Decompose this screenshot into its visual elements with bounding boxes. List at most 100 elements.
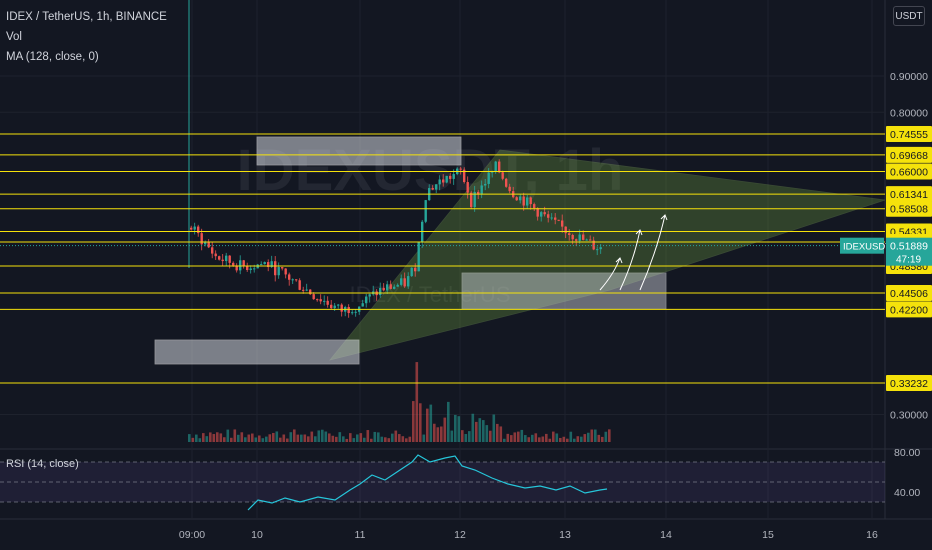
volume-bar	[450, 430, 454, 442]
candle-body	[575, 239, 578, 241]
volume-bar	[237, 434, 240, 442]
symbol-title[interactable]: IDEX / TetherUS, 1h, BINANCE	[6, 11, 167, 23]
volume-bar	[391, 433, 394, 442]
volume-bar	[230, 437, 233, 442]
candle-body	[249, 268, 252, 271]
currency-button[interactable]: USDT	[893, 6, 925, 26]
volume-legend[interactable]: Vol	[6, 31, 22, 43]
volume-bar	[226, 429, 230, 442]
volume-bar	[468, 431, 471, 442]
candle-body	[204, 242, 207, 245]
candle-body	[431, 188, 434, 190]
volume-bar	[527, 437, 531, 442]
candle-body	[424, 200, 427, 222]
candle-body	[379, 287, 382, 296]
candle-body	[368, 294, 371, 297]
volume-bar	[429, 404, 433, 442]
candle-body	[326, 300, 329, 305]
volume-bar	[275, 431, 279, 442]
level-label-bg	[886, 200, 932, 217]
volume-bar	[552, 431, 555, 442]
volume-bar	[261, 438, 265, 442]
candle-body	[354, 311, 357, 313]
volume-bar	[293, 429, 296, 442]
candle-body	[386, 284, 389, 291]
volume-bar	[349, 433, 352, 442]
level-label-bg	[886, 284, 932, 301]
candle-body	[480, 185, 483, 195]
candle-body	[400, 278, 403, 285]
volume-bar	[265, 436, 268, 442]
candle-body	[522, 196, 525, 206]
countdown-label: 47:19	[896, 255, 921, 266]
candle-body	[295, 279, 298, 281]
candle-body	[351, 312, 354, 314]
volume-bar	[475, 421, 478, 442]
candle-body	[305, 289, 308, 291]
volume-bar	[282, 434, 286, 442]
volume-bar	[202, 433, 205, 442]
level-label: 0.69668	[890, 150, 928, 162]
volume-bar	[209, 432, 212, 442]
volume-bar	[562, 436, 566, 442]
time-tick: 11	[355, 529, 366, 541]
level-label-bg	[886, 375, 932, 391]
volume-bar	[300, 434, 303, 442]
candle-body	[214, 253, 217, 257]
rsi-tick: 80.00	[894, 447, 920, 459]
volume-bar	[289, 432, 293, 442]
candle-body	[435, 184, 438, 190]
level-label-bg	[886, 163, 932, 180]
volume-bar	[422, 434, 426, 442]
volume-bar	[590, 429, 594, 442]
forecast-arrow	[599, 257, 621, 291]
resistance-zone	[256, 136, 462, 166]
volume-bar	[510, 435, 513, 442]
candle-body	[393, 286, 396, 289]
candle-body	[470, 192, 473, 208]
current-symbol: IDEXUSDT	[843, 242, 891, 253]
candle-body	[599, 247, 602, 250]
volume-bar	[233, 429, 237, 442]
candle-body	[589, 239, 592, 241]
candle-body	[585, 239, 588, 241]
volume-bar	[338, 432, 342, 442]
volume-bar	[482, 420, 485, 442]
candle-body	[225, 255, 228, 262]
time-tick: 10	[251, 529, 263, 541]
candle-body	[596, 249, 599, 251]
candle-body	[533, 204, 536, 209]
level-label-bg	[886, 146, 932, 163]
candle-body	[207, 242, 210, 248]
candle-body	[267, 262, 270, 268]
candle-body	[389, 284, 392, 289]
volume-bar	[363, 437, 366, 442]
volume-bar	[366, 430, 370, 442]
candle-body	[592, 240, 595, 250]
volume-bar	[223, 437, 226, 442]
volume-bar	[496, 423, 499, 442]
volume-bar	[513, 432, 517, 442]
candle-body	[270, 261, 273, 268]
volume-bar	[485, 425, 489, 442]
volume-bar	[517, 431, 520, 442]
candle-body	[242, 260, 245, 266]
rsi-legend[interactable]: RSI (14, close)	[6, 458, 79, 470]
ma-legend[interactable]: MA (128, close, 0)	[6, 51, 99, 63]
volume-bar	[401, 436, 405, 442]
candle-body	[505, 178, 508, 187]
volume-bar	[492, 414, 496, 442]
candle-body	[407, 276, 410, 287]
level-label: 0.74555	[890, 129, 928, 141]
support-zone-current	[461, 272, 667, 310]
volume-bar	[321, 429, 324, 442]
candle-body	[543, 212, 546, 215]
volume-bar	[310, 431, 314, 442]
volume-bar	[356, 434, 359, 442]
forecast-arrow-head	[635, 229, 643, 236]
candle-body	[232, 262, 235, 266]
current-price-bg	[886, 237, 932, 266]
level-label: 0.44506	[890, 288, 928, 300]
forecast-arrow-head	[660, 214, 668, 221]
